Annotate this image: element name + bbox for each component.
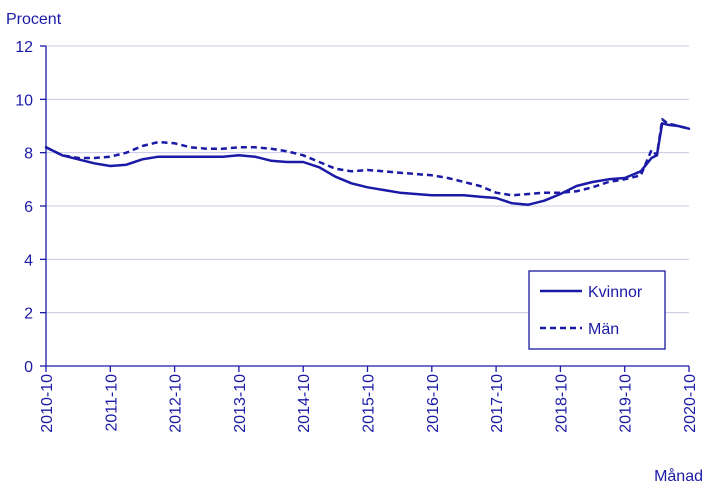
x-tick-label: 2020-10 [682,374,699,433]
y-axis-title: Procent [6,11,62,28]
x-tick-label: 2010-10 [39,374,56,433]
x-tick-label: 2018-10 [553,374,570,433]
y-tick-label: 10 [15,92,33,109]
x-axis-title: Månad [654,467,703,485]
y-tick-label: 2 [24,306,33,323]
legend-label-man: Män [588,321,619,338]
series-line-man [45,118,690,197]
x-tick-label: 2016-10 [425,374,442,433]
x-tick-label: 2015-10 [361,374,378,433]
legend-box [528,270,666,350]
x-tick-label: 2014-10 [296,374,313,433]
legend-label-kvinnor: Kvinnor [588,284,643,301]
axes: 0 2 4 6 8 10 12 2010-10 2011-10 2012-10 2013-10 201… [15,39,699,433]
y-tick-label: 4 [24,252,33,269]
x-tick-label: 2013-10 [232,374,249,433]
y-tick-label: 8 [24,146,33,163]
x-tick-label: 2019-10 [618,374,635,433]
y-tick-label: 6 [24,199,33,216]
x-tick-label: 2012-10 [168,374,185,433]
y-tick-label: 0 [24,359,33,376]
legend: Kvinnor Män [528,270,666,350]
x-tick-label: 2017-10 [489,374,506,433]
series-lines [44,118,691,206]
y-tick-label: 12 [15,39,33,56]
x-tick-label: 2011-10 [103,374,120,432]
series-line-kvinnor [44,122,691,206]
